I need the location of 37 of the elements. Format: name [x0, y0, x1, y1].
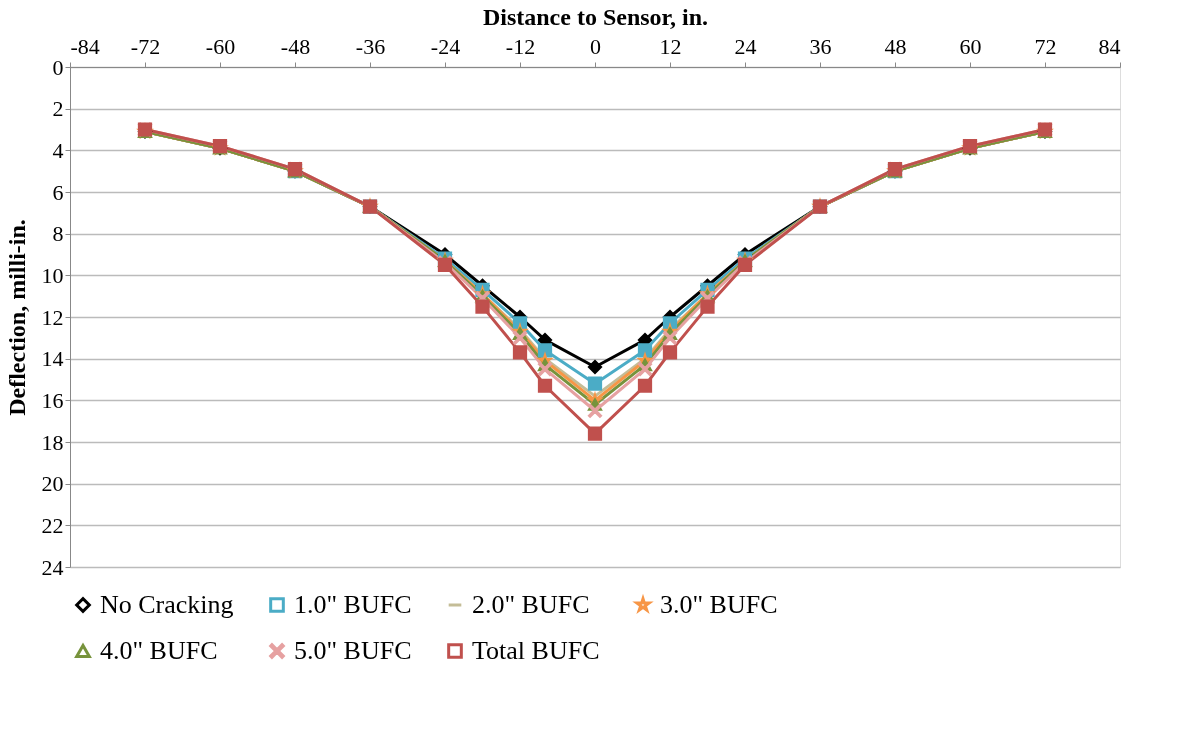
legend-label: 1.0" BUFC	[294, 590, 412, 619]
x-tick-label: 48	[884, 33, 907, 59]
x-tick-label: -36	[355, 33, 386, 59]
y-tick-label: 24	[41, 554, 64, 580]
x-tick-label: -24	[430, 33, 461, 59]
y-tick-label: 2	[52, 96, 64, 122]
y-tick-label: 6	[52, 179, 64, 205]
x-tick-label: -60	[205, 33, 236, 59]
legend-label: 3.0" BUFC	[660, 590, 778, 619]
y-tick-label: 4	[52, 137, 64, 163]
x-tick-label: 12	[659, 33, 682, 59]
legend-label: Total BUFC	[472, 636, 600, 665]
y-tick-label: 8	[52, 221, 64, 247]
y-tick-label: 10	[41, 262, 64, 288]
y-tick-label: 18	[41, 429, 64, 455]
legend-label: 5.0" BUFC	[294, 636, 412, 665]
x-tick-label: 72	[1034, 33, 1057, 59]
x-axis-title: Distance to Sensor, in.	[482, 3, 709, 30]
x-tick-label: 24	[734, 33, 757, 59]
legend-label: 4.0" BUFC	[100, 636, 218, 665]
y-tick-label: 20	[41, 471, 64, 497]
y-tick-label: 14	[41, 346, 64, 372]
x-tick-label: 60	[959, 33, 982, 59]
y-axis-title: Deflection, milli-in.	[3, 219, 30, 416]
legend-label: No Cracking	[100, 590, 234, 619]
y-tick-label: 16	[41, 387, 64, 413]
y-tick-label: 22	[41, 512, 64, 538]
x-tick-label: 36	[809, 33, 832, 59]
x-tick-label: -48	[280, 33, 311, 59]
legend-label: 2.0" BUFC	[472, 590, 590, 619]
x-tick-label: -72	[130, 33, 161, 59]
y-tick-label: 12	[41, 304, 64, 330]
x-tick-label: 84	[1098, 33, 1121, 59]
x-tick-label: -12	[505, 33, 536, 59]
y-tick-label: 0	[52, 54, 64, 80]
x-tick-label: 0	[590, 33, 601, 59]
x-tick-label: -84	[70, 33, 100, 59]
